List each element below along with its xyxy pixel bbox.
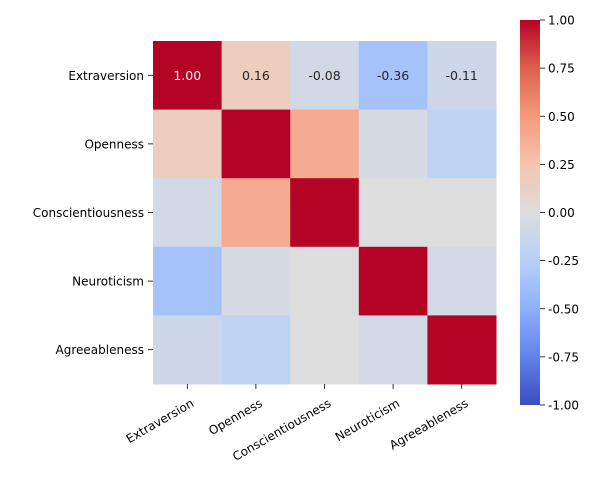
heatmap-cell: [358, 109, 428, 179]
heatmap-cell: [221, 315, 291, 385]
heatmap-cell: [427, 109, 497, 179]
heatmap-cell: [427, 315, 497, 385]
colorbar-tick-label: -0.50: [548, 302, 579, 316]
heatmap-annotations: 1.00 0.16 -0.08 -0.36 -0.11: [173, 68, 477, 83]
heatmap-cell: [427, 41, 497, 111]
y-axis-ticks: Extraversion Openness Conscientiousness Neu…: [33, 69, 153, 357]
heatmap-cell: [221, 109, 291, 179]
colorbar-tick-label: 0.75: [548, 62, 575, 76]
heatmap-cell: [290, 109, 360, 179]
colorbar-tick-label: -0.25: [548, 254, 579, 268]
y-tick-label: Extraversion: [68, 69, 144, 83]
y-tick-label: Openness: [84, 137, 144, 151]
heatmap-cell: [153, 315, 223, 385]
heatmap-cell: [153, 109, 223, 179]
heatmap-cell: [290, 315, 360, 385]
y-tick-label: Agreeableness: [56, 343, 144, 357]
colorbar-gradient: [520, 20, 540, 405]
heatmap-cell: [358, 178, 428, 248]
heatmap-cell: [358, 246, 428, 316]
heatmap-cell: [427, 178, 497, 248]
colorbar-tick-label: 0.00: [548, 206, 575, 220]
heatmap-cell: [290, 41, 360, 111]
cell-annotation: -0.11: [446, 68, 478, 83]
heatmap-cell: [358, 315, 428, 385]
heatmap-cell: [153, 41, 223, 111]
heatmap-cell: [221, 178, 291, 248]
heatmap-cell: [221, 41, 291, 111]
cell-annotation: 1.00: [173, 68, 201, 83]
x-tick-label: Openness: [206, 396, 265, 438]
colorbar-tick-label: 1.00: [548, 14, 575, 28]
heatmap-cell: [153, 178, 223, 248]
cell-annotation: -0.08: [308, 68, 340, 83]
heatmap-cell: [427, 246, 497, 316]
colorbar-tick-label: 0.25: [548, 158, 575, 172]
colorbar-tick-label: 0.50: [548, 110, 575, 124]
cell-annotation: 0.16: [242, 68, 270, 83]
y-tick-label: Neuroticism: [72, 275, 144, 289]
x-tick-label: Extraversion: [124, 396, 197, 446]
y-tick-label: Conscientiousness: [33, 206, 144, 220]
heatmap-cell: [290, 178, 360, 248]
heatmap-cell: [221, 246, 291, 316]
heatmap-cell: [153, 246, 223, 316]
colorbar: -1.00 -0.75 -0.50 -0.25 0.00 0.25 0.50 0.75 1.00: [520, 14, 579, 413]
cell-annotation: -0.36: [377, 68, 409, 83]
colorbar-tick-label: -0.75: [548, 350, 579, 364]
colorbar-tick-label: -1.00: [548, 399, 579, 413]
heatmap-cell: [358, 41, 428, 111]
heatmap-cell: [290, 246, 360, 316]
heatmap-cells: [153, 41, 497, 385]
